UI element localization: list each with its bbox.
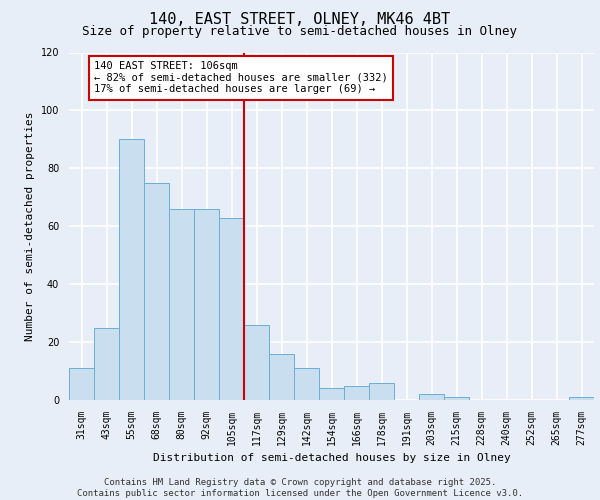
Bar (219, 218, 244, 400)
Bar (269, 354, 294, 400)
X-axis label: Distribution of semi-detached houses by size in Olney: Distribution of semi-detached houses by … (152, 454, 511, 464)
Bar (119, 140, 144, 400)
Text: 140, EAST STREET, OLNEY, MK46 4BT: 140, EAST STREET, OLNEY, MK46 4BT (149, 12, 451, 28)
Bar (344, 386, 369, 400)
Bar (569, 397, 594, 400)
Bar (294, 368, 319, 400)
Text: Contains HM Land Registry data © Crown copyright and database right 2025.
Contai: Contains HM Land Registry data © Crown c… (77, 478, 523, 498)
Text: Size of property relative to semi-detached houses in Olney: Size of property relative to semi-detach… (83, 25, 517, 38)
Bar (144, 183, 169, 400)
Bar (69, 368, 94, 400)
Text: 140 EAST STREET: 106sqm
← 82% of semi-detached houses are smaller (332)
17% of s: 140 EAST STREET: 106sqm ← 82% of semi-de… (94, 61, 388, 94)
Bar (194, 209, 219, 400)
Bar (169, 209, 194, 400)
Bar (244, 324, 269, 400)
Bar (319, 388, 344, 400)
Bar (94, 328, 119, 400)
Bar (369, 382, 394, 400)
Bar (444, 397, 469, 400)
Y-axis label: Number of semi-detached properties: Number of semi-detached properties (25, 112, 35, 341)
Bar (419, 394, 444, 400)
